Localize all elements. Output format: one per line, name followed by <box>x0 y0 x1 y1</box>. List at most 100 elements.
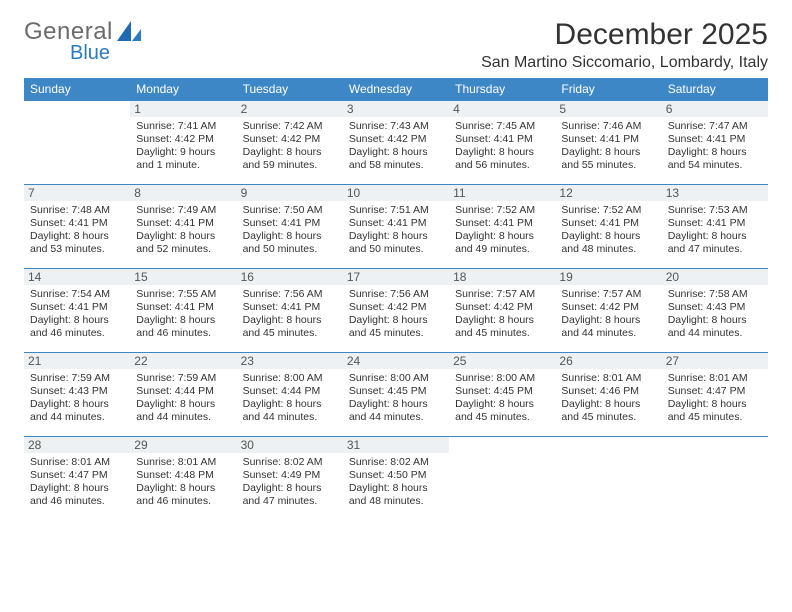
calendar-cell: 26Sunrise: 8:01 AMSunset: 4:46 PMDayligh… <box>555 353 661 437</box>
day-number: 31 <box>343 437 449 453</box>
day-number: 26 <box>555 353 661 369</box>
weekday-header: Monday <box>130 78 236 101</box>
day1-text: Daylight: 8 hours <box>349 482 443 495</box>
day-number: 19 <box>555 269 661 285</box>
calendar-table: SundayMondayTuesdayWednesdayThursdayFrid… <box>24 78 768 521</box>
day-number: 12 <box>555 185 661 201</box>
calendar-cell: 14Sunrise: 7:54 AMSunset: 4:41 PMDayligh… <box>24 269 130 353</box>
day2-text: and 45 minutes. <box>668 411 762 424</box>
sunset-text: Sunset: 4:42 PM <box>349 133 443 146</box>
day1-text: Daylight: 8 hours <box>30 230 124 243</box>
day2-text: and 54 minutes. <box>668 159 762 172</box>
day-number: 15 <box>130 269 236 285</box>
day-number: 9 <box>237 185 343 201</box>
day2-text: and 50 minutes. <box>349 243 443 256</box>
day2-text: and 45 minutes. <box>349 327 443 340</box>
calendar-head: SundayMondayTuesdayWednesdayThursdayFrid… <box>24 78 768 101</box>
day2-text: and 49 minutes. <box>455 243 549 256</box>
calendar-cell: 17Sunrise: 7:56 AMSunset: 4:42 PMDayligh… <box>343 269 449 353</box>
day-number: 4 <box>449 101 555 117</box>
calendar-cell: 4Sunrise: 7:45 AMSunset: 4:41 PMDaylight… <box>449 101 555 185</box>
sunset-text: Sunset: 4:44 PM <box>136 385 230 398</box>
day1-text: Daylight: 8 hours <box>243 230 337 243</box>
day1-text: Daylight: 8 hours <box>243 398 337 411</box>
day-number: 10 <box>343 185 449 201</box>
sunrise-text: Sunrise: 7:56 AM <box>349 288 443 301</box>
day-number: 18 <box>449 269 555 285</box>
day-number: 16 <box>237 269 343 285</box>
sunrise-text: Sunrise: 8:01 AM <box>30 456 124 469</box>
sunset-text: Sunset: 4:48 PM <box>136 469 230 482</box>
sunset-text: Sunset: 4:41 PM <box>136 217 230 230</box>
sunset-text: Sunset: 4:43 PM <box>30 385 124 398</box>
sunset-text: Sunset: 4:41 PM <box>668 217 762 230</box>
day-number: 8 <box>130 185 236 201</box>
day-number: 6 <box>662 101 768 117</box>
calendar-row: 1Sunrise: 7:41 AMSunset: 4:42 PMDaylight… <box>24 101 768 185</box>
day-number: 2 <box>237 101 343 117</box>
calendar-cell <box>555 437 661 521</box>
day1-text: Daylight: 8 hours <box>243 146 337 159</box>
sunset-text: Sunset: 4:41 PM <box>561 133 655 146</box>
calendar-cell: 23Sunrise: 8:00 AMSunset: 4:44 PMDayligh… <box>237 353 343 437</box>
day1-text: Daylight: 8 hours <box>30 482 124 495</box>
day-number: 7 <box>24 185 130 201</box>
sunset-text: Sunset: 4:41 PM <box>455 217 549 230</box>
calendar-cell <box>662 437 768 521</box>
weekday-header: Friday <box>555 78 661 101</box>
sunset-text: Sunset: 4:46 PM <box>561 385 655 398</box>
day2-text: and 1 minute. <box>136 159 230 172</box>
calendar-cell: 8Sunrise: 7:49 AMSunset: 4:41 PMDaylight… <box>130 185 236 269</box>
weekday-header: Sunday <box>24 78 130 101</box>
day1-text: Daylight: 8 hours <box>136 398 230 411</box>
sunset-text: Sunset: 4:42 PM <box>136 133 230 146</box>
calendar-cell: 13Sunrise: 7:53 AMSunset: 4:41 PMDayligh… <box>662 185 768 269</box>
sunset-text: Sunset: 4:41 PM <box>349 217 443 230</box>
sunset-text: Sunset: 4:41 PM <box>30 217 124 230</box>
calendar-cell: 16Sunrise: 7:56 AMSunset: 4:41 PMDayligh… <box>237 269 343 353</box>
sunset-text: Sunset: 4:45 PM <box>349 385 443 398</box>
day-number: 14 <box>24 269 130 285</box>
weekday-header: Thursday <box>449 78 555 101</box>
day1-text: Daylight: 8 hours <box>349 230 443 243</box>
sunrise-text: Sunrise: 7:52 AM <box>455 204 549 217</box>
calendar-cell: 11Sunrise: 7:52 AMSunset: 4:41 PMDayligh… <box>449 185 555 269</box>
sunrise-text: Sunrise: 7:47 AM <box>668 120 762 133</box>
day-number: 5 <box>555 101 661 117</box>
day-number: 27 <box>662 353 768 369</box>
day2-text: and 59 minutes. <box>243 159 337 172</box>
calendar-cell: 5Sunrise: 7:46 AMSunset: 4:41 PMDaylight… <box>555 101 661 185</box>
calendar-cell <box>24 101 130 185</box>
sunset-text: Sunset: 4:41 PM <box>668 133 762 146</box>
day1-text: Daylight: 8 hours <box>136 314 230 327</box>
day1-text: Daylight: 8 hours <box>243 482 337 495</box>
day2-text: and 46 minutes. <box>136 495 230 508</box>
calendar-cell: 28Sunrise: 8:01 AMSunset: 4:47 PMDayligh… <box>24 437 130 521</box>
weekday-header: Saturday <box>662 78 768 101</box>
calendar-cell: 15Sunrise: 7:55 AMSunset: 4:41 PMDayligh… <box>130 269 236 353</box>
sunset-text: Sunset: 4:44 PM <box>243 385 337 398</box>
sunset-text: Sunset: 4:42 PM <box>349 301 443 314</box>
sunset-text: Sunset: 4:41 PM <box>136 301 230 314</box>
day1-text: Daylight: 8 hours <box>561 146 655 159</box>
calendar-cell: 1Sunrise: 7:41 AMSunset: 4:42 PMDaylight… <box>130 101 236 185</box>
day1-text: Daylight: 8 hours <box>455 398 549 411</box>
sunset-text: Sunset: 4:49 PM <box>243 469 337 482</box>
day2-text: and 46 minutes. <box>30 495 124 508</box>
day2-text: and 48 minutes. <box>561 243 655 256</box>
day2-text: and 58 minutes. <box>349 159 443 172</box>
sail-icon <box>117 21 143 48</box>
sunrise-text: Sunrise: 8:00 AM <box>243 372 337 385</box>
sunrise-text: Sunrise: 8:01 AM <box>668 372 762 385</box>
sunset-text: Sunset: 4:45 PM <box>455 385 549 398</box>
day1-text: Daylight: 8 hours <box>561 398 655 411</box>
calendar-body: 1Sunrise: 7:41 AMSunset: 4:42 PMDaylight… <box>24 101 768 521</box>
sunrise-text: Sunrise: 7:58 AM <box>668 288 762 301</box>
day-number: 28 <box>24 437 130 453</box>
sunrise-text: Sunrise: 7:54 AM <box>30 288 124 301</box>
sunset-text: Sunset: 4:42 PM <box>243 133 337 146</box>
sunset-text: Sunset: 4:41 PM <box>243 301 337 314</box>
sunrise-text: Sunrise: 7:48 AM <box>30 204 124 217</box>
sunrise-text: Sunrise: 7:42 AM <box>243 120 337 133</box>
day1-text: Daylight: 8 hours <box>349 146 443 159</box>
